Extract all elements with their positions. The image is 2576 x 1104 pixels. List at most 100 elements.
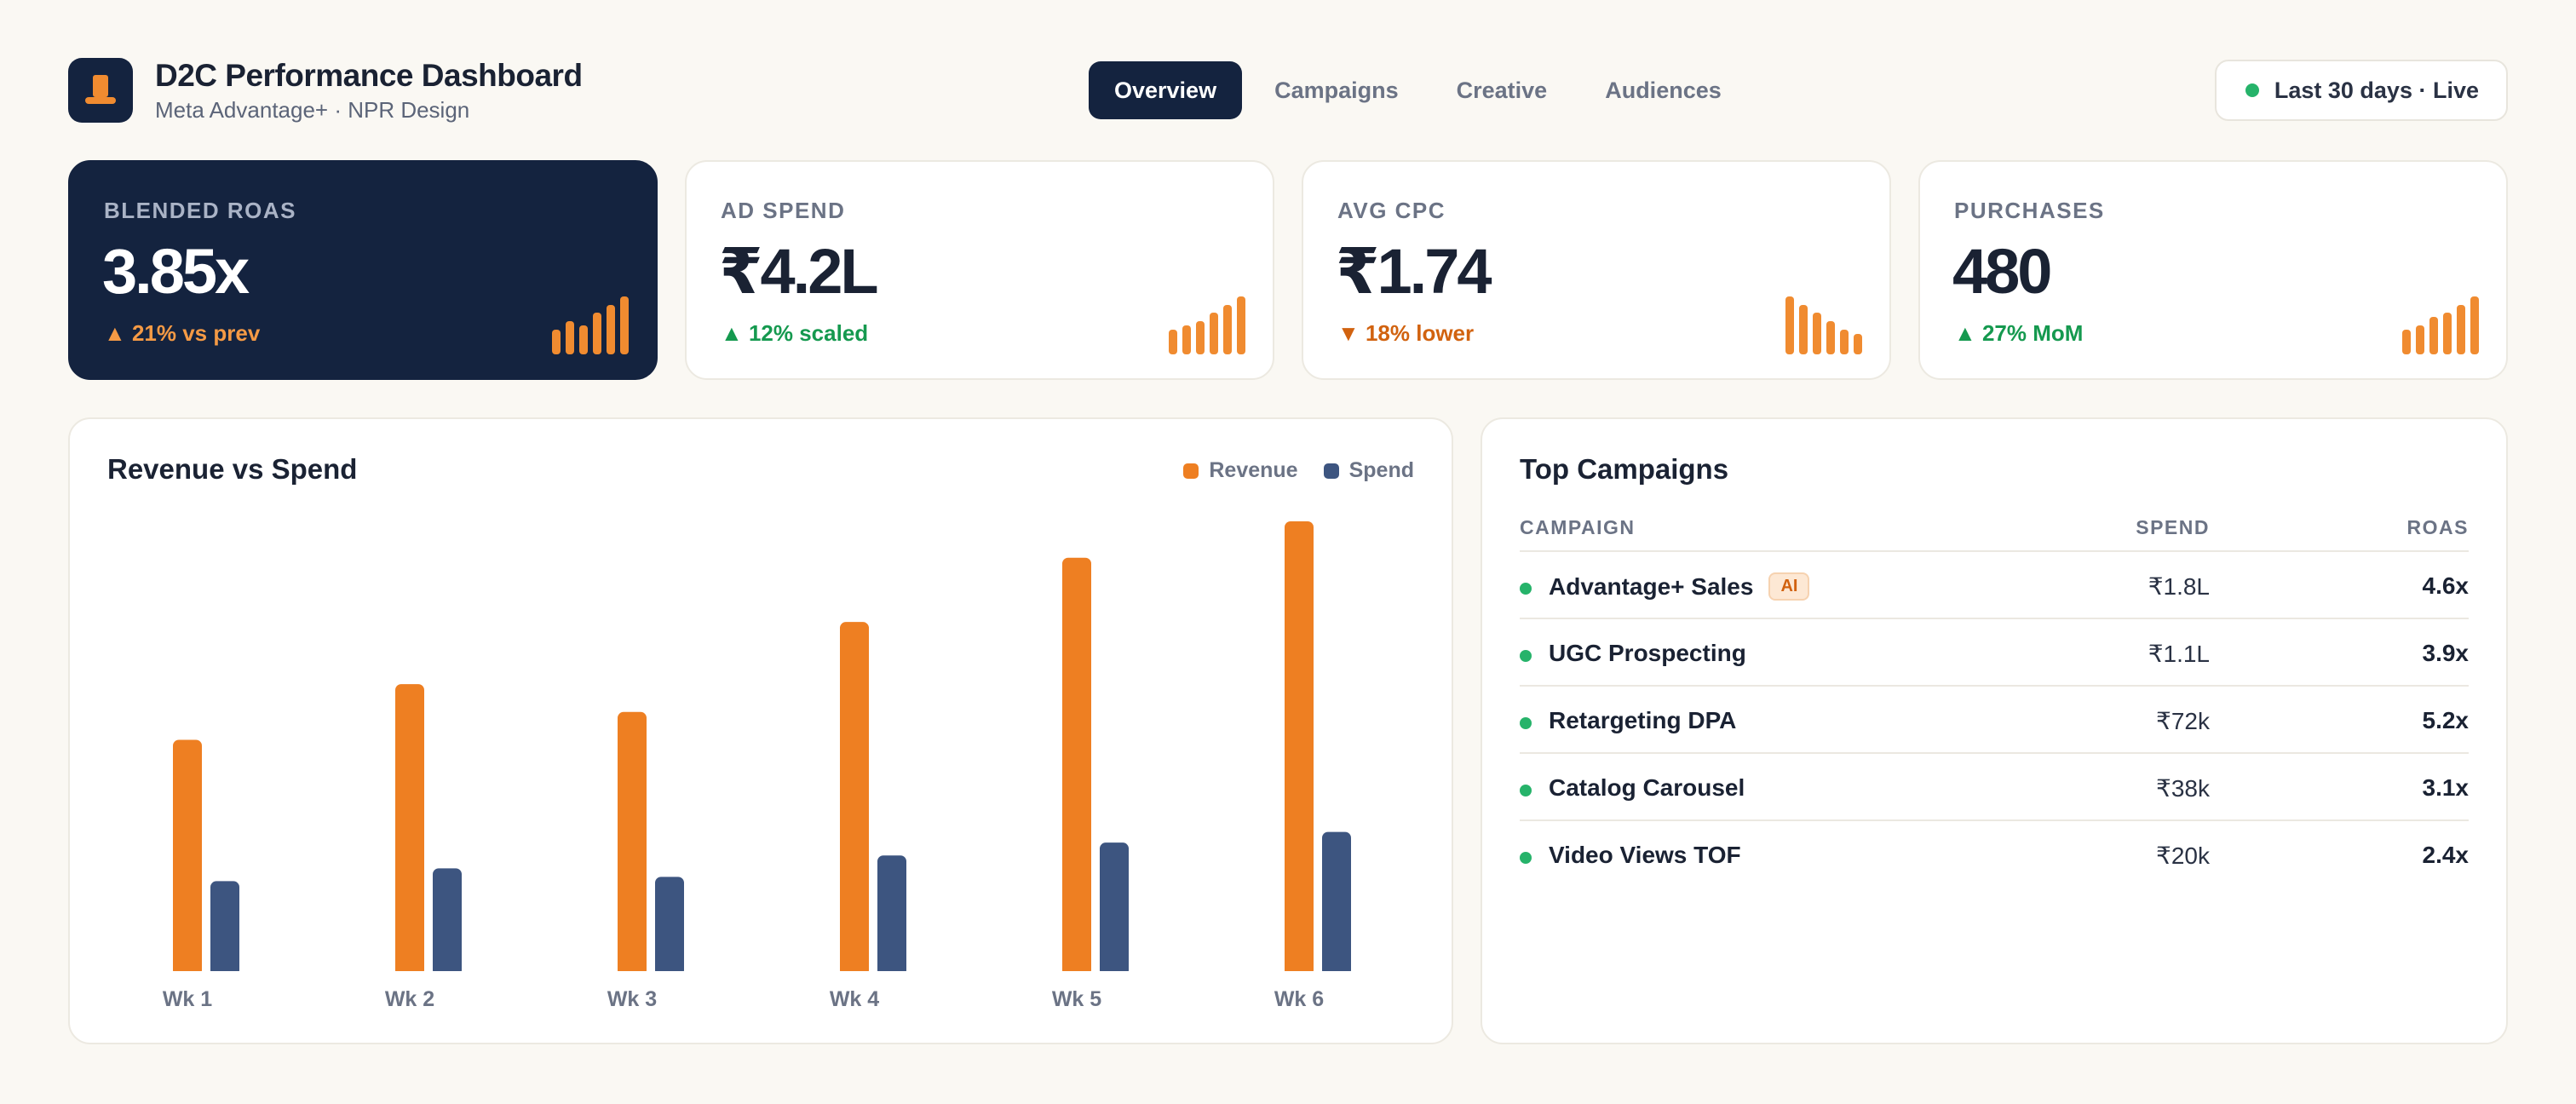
tab-campaigns[interactable]: Campaigns [1274, 77, 1399, 103]
sparkline-bar [1237, 296, 1245, 354]
bar-revenue-wk-2[interactable] [395, 684, 424, 976]
nav-tabs: Overview Campaigns Creative Audiences [1089, 61, 1747, 119]
active-status-dot [1520, 852, 1532, 864]
chart-legend: Revenue Spend [1183, 458, 1414, 483]
campaign-spend: ₹1.1L [2148, 641, 2210, 667]
campaign-name: Video Views TOF [1549, 842, 1741, 868]
kpi-value: ₹1.74 [1336, 236, 1492, 307]
sparkline-bar [2416, 325, 2424, 354]
column-header-roas[interactable]: ROAS [2406, 516, 2469, 538]
campaign-name: UGC Prospecting [1549, 640, 1746, 666]
kpi-card-avg-cpc[interactable]: AVG CPC ₹1.74 ▼ 18% lower [1302, 160, 1891, 380]
page-subtitle: Meta Advantage+ · NPR Design [155, 97, 470, 123]
sparkline-bar [1196, 321, 1205, 354]
x-tick-label: Wk 2 [385, 987, 434, 1011]
top-campaigns-panel: Top Campaigns CAMPAIGN SPEND ROAS Advant… [1481, 417, 2508, 1044]
bar-revenue-wk-3[interactable] [618, 711, 647, 976]
sparkline-bar [1223, 305, 1232, 354]
sparkline-bar [1210, 313, 1218, 354]
kpi-label: AVG CPC [1337, 198, 1446, 223]
chart-baseline-mask [121, 971, 1399, 978]
kpi-row: BLENDED ROAS 3.85x ▲ 21% vs prev AD SPEN… [68, 160, 2508, 380]
campaign-name-text: Advantage+ Sales [1549, 572, 1754, 600]
sparkline-bar [620, 296, 629, 354]
bar-spend-wk-3[interactable] [655, 877, 684, 976]
tab-creative[interactable]: Creative [1456, 77, 1548, 103]
table-row[interactable]: UGC Prospecting ₹1.1L 3.9x [1520, 618, 2469, 685]
kpi-card-purchases[interactable]: PURCHASES 480 ▲ 27% MoM [1918, 160, 2508, 380]
campaign-roas: 3.1x [2422, 774, 2470, 801]
sparkline-bar [1169, 330, 1177, 354]
sparkline-bar [1799, 305, 1808, 354]
legend-swatch-revenue [1183, 463, 1199, 479]
sparkline-bar [552, 330, 561, 354]
bar-revenue-wk-4[interactable] [840, 622, 869, 976]
sparkline-bar [1826, 321, 1835, 354]
campaign-spend: ₹20k [2156, 842, 2210, 869]
ai-badge: AI [1768, 572, 1810, 601]
x-tick-label: Wk 3 [607, 987, 657, 1011]
bar-spend-wk-2[interactable] [433, 868, 462, 976]
sparkline-bar [1854, 334, 1862, 354]
sparkline-icon [2402, 293, 2479, 354]
bar-revenue-wk-6[interactable] [1285, 521, 1314, 976]
campaign-spend: ₹72k [2156, 708, 2210, 734]
x-tick-label: Wk 4 [830, 987, 879, 1011]
revenue-vs-spend-panel: Wk 1 Wk 2 Wk 3 Wk 4 Wk 5 Wk 6 Revenue vs Spen… [68, 417, 1453, 1044]
campaign-name: Advantage+ Sales AI [1549, 572, 1810, 601]
kpi-card-blended-roas[interactable]: BLENDED ROAS 3.85x ▲ 21% vs prev [68, 160, 658, 380]
sparkline-bar [1813, 313, 1821, 354]
sparkline-bar [607, 305, 615, 354]
sparkline-bar [1182, 325, 1191, 354]
sparkline-bar [2470, 296, 2479, 354]
table-row[interactable]: Video Views TOF ₹20k 2.4x [1520, 819, 2469, 887]
kpi-label: AD SPEND [721, 198, 846, 223]
header: D2C Performance Dashboard Meta Advantage… [68, 56, 2508, 124]
kpi-value: 480 [1952, 236, 2052, 307]
kpi-delta: ▼ 18% lower [1337, 320, 1475, 346]
date-range-button[interactable]: Last 30 days · Live [2214, 60, 2508, 121]
campaign-rows: Advantage+ Sales AI ₹1.8L 4.6x UGC Prosp… [1520, 550, 2469, 887]
kpi-label: PURCHASES [1954, 198, 2105, 223]
campaign-name: Catalog Carousel [1549, 774, 1745, 801]
column-header-spend[interactable]: SPEND [2136, 516, 2210, 538]
sparkline-bar [2457, 305, 2465, 354]
active-status-dot [1520, 717, 1532, 729]
kpi-value: ₹4.2L [719, 236, 879, 307]
sparkline-bar [2443, 313, 2452, 354]
column-header-campaign[interactable]: CAMPAIGN [1520, 516, 1636, 538]
table-title: Top Campaigns [1520, 453, 1729, 485]
live-status-dot [2245, 83, 2259, 97]
kpi-card-ad-spend[interactable]: AD SPEND ₹4.2L ▲ 12% scaled [685, 160, 1274, 380]
sparkline-icon [1785, 293, 1862, 354]
campaign-spend: ₹1.8L [2148, 573, 2210, 600]
sparkline-bar [566, 321, 574, 354]
table-row[interactable]: Advantage+ Sales AI ₹1.8L 4.6x [1520, 550, 2469, 618]
x-tick-label: Wk 1 [163, 987, 212, 1011]
table-row[interactable]: Retargeting DPA ₹72k 5.2x [1520, 685, 2469, 752]
tab-audiences[interactable]: Audiences [1605, 77, 1722, 103]
sparkline-bar [1840, 330, 1849, 354]
bar-spend-wk-4[interactable] [877, 855, 906, 976]
campaign-roas: 2.4x [2422, 842, 2470, 868]
legend-swatch-spend [1323, 463, 1339, 479]
bar-revenue-wk-5[interactable] [1062, 557, 1091, 976]
logo[interactable] [68, 58, 133, 123]
sparkline-bar [2402, 330, 2411, 354]
campaign-name: Retargeting DPA [1549, 707, 1737, 733]
revenue-vs-spend-chart: Wk 1 Wk 2 Wk 3 Wk 4 Wk 5 Wk 6 [121, 521, 1399, 1011]
legend-item-revenue[interactable]: Revenue [1183, 458, 1298, 483]
active-status-dot [1520, 583, 1532, 595]
kpi-delta: ▲ 12% scaled [721, 320, 869, 346]
tab-overview[interactable]: Overview [1089, 61, 1243, 119]
campaign-roas: 5.2x [2422, 707, 2470, 733]
table-row[interactable]: Catalog Carousel ₹38k 3.1x [1520, 752, 2469, 819]
chart-title: Revenue vs Spend [107, 453, 358, 485]
bar-spend-wk-1[interactable] [210, 881, 239, 976]
sparkline-icon [552, 293, 629, 354]
sparkline-icon [1169, 293, 1245, 354]
bar-spend-wk-5[interactable] [1100, 842, 1129, 976]
bar-spend-wk-6[interactable] [1322, 831, 1351, 976]
bar-revenue-wk-1[interactable] [173, 739, 202, 976]
legend-item-spend[interactable]: Spend [1323, 458, 1414, 483]
